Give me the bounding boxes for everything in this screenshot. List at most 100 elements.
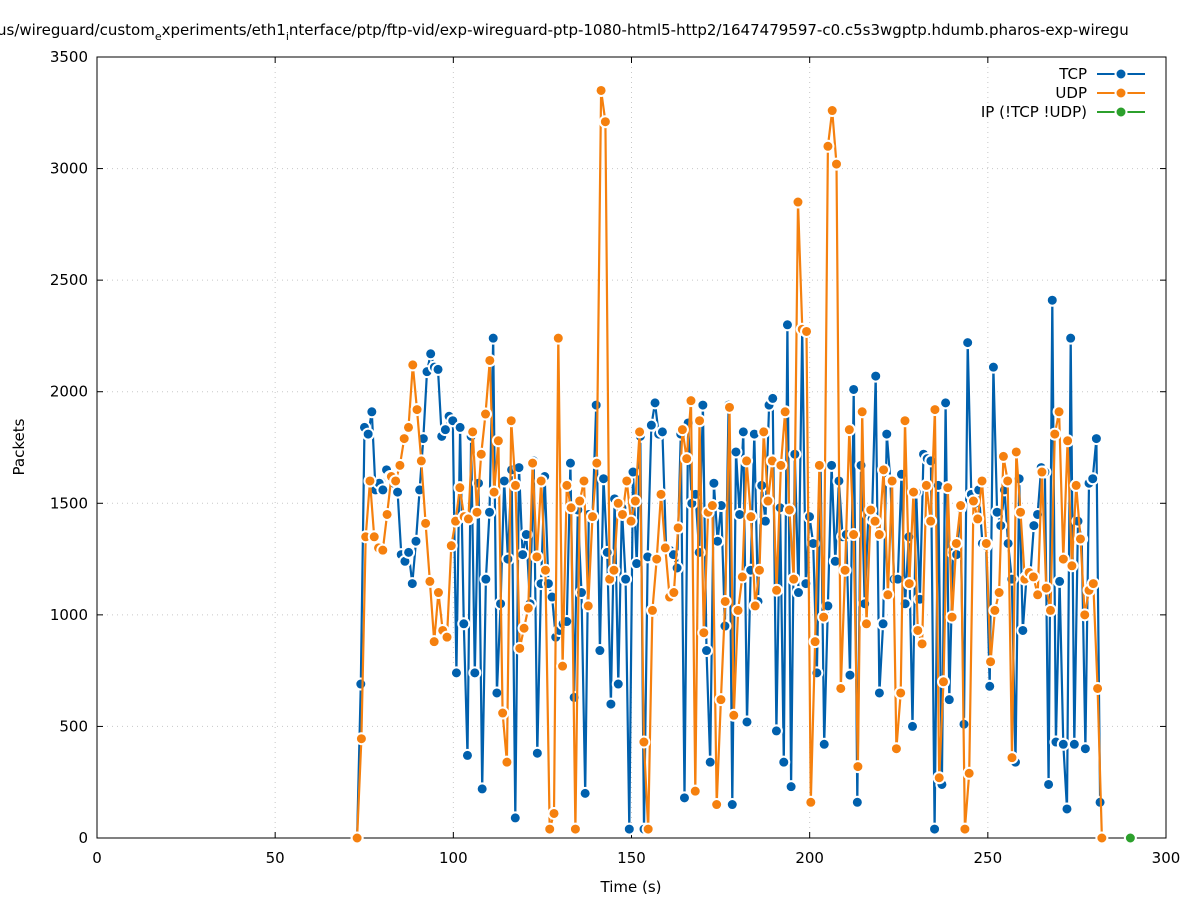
legend-marker [1114, 67, 1128, 81]
data-point [490, 686, 504, 700]
data-point [928, 403, 942, 417]
y-tick-label: 3000 [50, 160, 88, 178]
data-point [986, 360, 1000, 374]
data-point [393, 458, 407, 472]
data-point [491, 434, 505, 448]
data-point [777, 755, 791, 769]
data-point [611, 496, 625, 510]
data-point [688, 784, 702, 798]
data-point [431, 362, 445, 376]
data-point [402, 545, 416, 559]
x-tick-label: 0 [92, 849, 102, 867]
data-point [637, 735, 651, 749]
data-point [423, 574, 437, 588]
data-point [770, 583, 784, 597]
data-point [740, 715, 754, 729]
data-point [804, 795, 818, 809]
data-point [624, 514, 638, 528]
data-point [590, 456, 604, 470]
data-point [586, 510, 600, 524]
data-point [644, 418, 658, 432]
data-point [696, 398, 710, 412]
data-point [740, 454, 754, 468]
data-point [419, 516, 433, 530]
data-point [641, 822, 655, 836]
data-point [748, 599, 762, 613]
data-point [774, 458, 788, 472]
data-point [409, 534, 423, 548]
data-point [1042, 777, 1056, 791]
y-tick-label: 1000 [50, 606, 88, 624]
legend-label: IP (!TCP !UDP) [981, 103, 1087, 121]
x-tick-label: 300 [1152, 849, 1181, 867]
data-point [855, 405, 869, 419]
legend-label: TCP [1058, 65, 1087, 83]
data-point [872, 528, 886, 542]
data-point [367, 530, 381, 544]
data-point [722, 400, 736, 414]
data-point [1060, 802, 1074, 816]
data-point [729, 445, 743, 459]
data-point [842, 423, 856, 437]
data-point [697, 626, 711, 640]
data-point [1078, 608, 1092, 622]
data-point [607, 563, 621, 577]
data-point [992, 586, 1006, 600]
data-point [597, 472, 611, 486]
data-point [971, 512, 985, 526]
y-tick-label: 2000 [50, 383, 88, 401]
data-point [556, 659, 570, 673]
data-point [405, 577, 419, 591]
data-point [658, 541, 672, 555]
data-point [975, 474, 989, 488]
legend-marker [1114, 105, 1128, 119]
y-tick-label: 2500 [50, 271, 88, 289]
data-point [791, 195, 805, 209]
title-part: xperiments/eth1 [162, 21, 286, 39]
data-point [365, 405, 379, 419]
data-point [869, 369, 883, 383]
x-tick-label: 50 [266, 849, 285, 867]
data-point [530, 746, 544, 760]
data-point [850, 795, 864, 809]
data-point [983, 679, 997, 693]
data-point [1053, 574, 1067, 588]
data-point [784, 780, 798, 794]
data-point [877, 463, 891, 477]
data-point [941, 481, 955, 495]
data-point [521, 601, 535, 615]
data-point [1095, 831, 1109, 845]
y-tick-label: 0 [78, 829, 88, 847]
data-point [881, 588, 895, 602]
data-point [401, 420, 415, 434]
data-point [757, 425, 771, 439]
data-point [911, 623, 925, 637]
data-point [939, 396, 953, 410]
data-point [440, 630, 454, 644]
data-point [543, 822, 557, 836]
y-tick-label: 500 [59, 717, 88, 735]
data-point [1035, 465, 1049, 479]
data-point [817, 610, 831, 624]
data-point [391, 485, 405, 499]
data-point [803, 510, 817, 524]
data-point [563, 456, 577, 470]
data-point [700, 644, 714, 658]
data-point [1064, 331, 1078, 345]
title-part: us/wireguard/custom [0, 21, 155, 39]
data-point [961, 336, 975, 350]
data-point [889, 742, 903, 756]
data-point [731, 603, 745, 617]
data-point [628, 494, 642, 508]
data-point [671, 521, 685, 535]
data-point [1045, 293, 1059, 307]
data-point [504, 414, 518, 428]
data-point [945, 610, 959, 624]
data-point [470, 505, 484, 519]
data-point [780, 318, 794, 332]
data-point [677, 791, 691, 805]
data-point [438, 423, 452, 437]
x-tick-label: 150 [617, 849, 646, 867]
data-point [954, 499, 968, 513]
data-point [872, 686, 886, 700]
